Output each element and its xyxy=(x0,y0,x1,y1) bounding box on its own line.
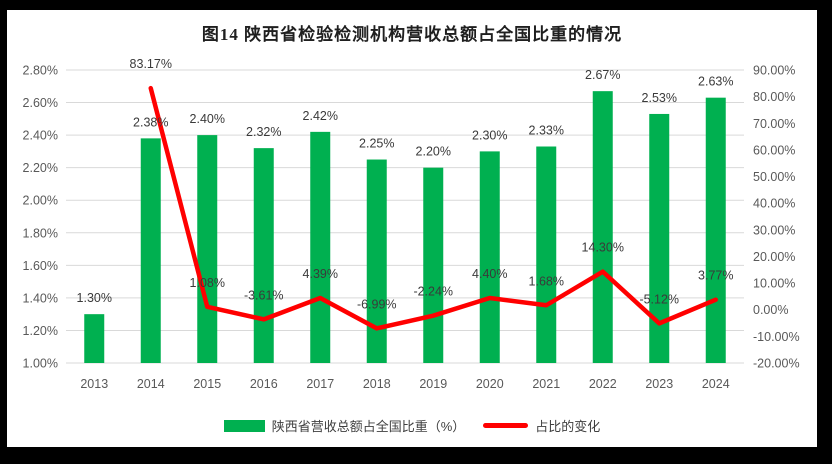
x-axis-label: 2019 xyxy=(419,377,447,391)
bar-2024 xyxy=(705,97,726,363)
bar-series-label: 陕西省营收总额占全国比重（%） xyxy=(271,419,466,434)
bar-data-label: 2.67% xyxy=(585,68,620,82)
x-axis-label: 2018 xyxy=(363,377,391,391)
bar-data-label: 2.40% xyxy=(190,112,225,126)
x-axis-label: 2023 xyxy=(645,377,673,391)
x-axis-label: 2022 xyxy=(589,377,617,391)
chart-title: 图14 陕西省检验检测机构营收总额占全国比重的情况 xyxy=(201,25,623,44)
bar-data-label: 2.42% xyxy=(303,109,338,123)
bar-2013 xyxy=(84,314,105,363)
left-axis-tick: 1.80% xyxy=(23,226,58,240)
line-data-label: 4.39% xyxy=(303,267,338,281)
chart-panel: 图14 陕西省检验检测机构营收总额占全国比重的情况 2.80% 2.60% 2.40… xyxy=(7,10,817,447)
right-axis-tick: 10.00% xyxy=(753,277,795,291)
x-axis-label: 2013 xyxy=(80,377,108,391)
line-data-label: -3.61% xyxy=(244,288,284,302)
left-axis-tick: 2.60% xyxy=(23,96,58,110)
line-data-label: 4.40% xyxy=(472,267,507,281)
x-axis-label: 2024 xyxy=(702,377,730,391)
left-axis-tick: 2.80% xyxy=(23,64,58,78)
bar-data-label: 2.30% xyxy=(472,128,507,142)
bar-2016 xyxy=(253,148,274,363)
x-axis-label: 2020 xyxy=(476,377,504,391)
left-axis-tick: 2.20% xyxy=(23,161,58,175)
bar-data-label: 1.30% xyxy=(77,291,112,305)
line-data-label: -2.24% xyxy=(413,285,453,299)
left-axis-tick: 2.40% xyxy=(23,129,58,143)
line-series-label: 占比的变化 xyxy=(535,419,601,434)
right-axis-tick: -10.00% xyxy=(753,330,800,344)
combo-chart: 2.80% 2.60% 2.40% 2.20% 2.00% 1.80% 1.60% 1.40%… xyxy=(23,57,800,391)
bar-2018 xyxy=(366,159,387,363)
right-axis-tick: 80.00% xyxy=(753,90,795,104)
left-axis-tick: 1.20% xyxy=(23,324,58,338)
line-data-label: 3.77% xyxy=(698,269,733,283)
bar-data-label: 2.63% xyxy=(698,75,733,89)
line-data-label: 1.68% xyxy=(529,274,564,288)
right-axis-tick: 20.00% xyxy=(753,250,795,264)
bar-2014 xyxy=(140,138,161,363)
bar-data-label: 2.20% xyxy=(416,145,451,159)
x-axis-label: 2021 xyxy=(532,377,560,391)
bar-data-label: 2.32% xyxy=(246,125,281,139)
line-data-label: 83.17% xyxy=(130,57,172,71)
left-axis-tick: 1.40% xyxy=(23,291,58,305)
bar-2023 xyxy=(649,113,670,363)
line-data-label: 1.08% xyxy=(190,276,225,290)
left-axis-tick: 2.00% xyxy=(23,194,58,208)
line-series-swatch-icon xyxy=(483,423,529,428)
line-data-label: 14.30% xyxy=(582,241,624,255)
right-axis-tick: 30.00% xyxy=(753,223,795,237)
right-axis-tick: 40.00% xyxy=(753,197,795,211)
chart-legend: 陕西省营收总额占全国比重（%） 占比的变化 xyxy=(7,416,817,435)
bar-series-swatch-icon xyxy=(223,419,265,432)
change-line xyxy=(148,85,718,331)
bar-2017 xyxy=(310,131,331,363)
left-axis-tick: 1.00% xyxy=(23,357,58,371)
right-axis-tick: -20.00% xyxy=(753,357,800,371)
legend-item-line-series: 占比的变化 xyxy=(483,416,600,435)
bar-2020 xyxy=(479,151,500,363)
legend-item-bar-series: 陕西省营收总额占全国比重（%） xyxy=(223,416,466,435)
x-axis-label: 2017 xyxy=(306,377,334,391)
right-axis-tick: 50.00% xyxy=(753,170,795,184)
bar-data-label: 2.25% xyxy=(359,137,394,151)
x-axis-label: 2014 xyxy=(137,377,165,391)
bar-2015 xyxy=(197,135,218,363)
bar-data-label: 2.33% xyxy=(529,124,564,138)
right-axis-tick: 0.00% xyxy=(753,303,788,317)
bar-2021 xyxy=(536,146,557,363)
right-axis-tick: 60.00% xyxy=(753,143,795,157)
right-axis-tick: 70.00% xyxy=(753,117,795,131)
x-axis-label: 2015 xyxy=(193,377,221,391)
bar-data-label: 2.53% xyxy=(642,91,677,105)
bar-data-label: 2.38% xyxy=(133,115,168,129)
bar-2019 xyxy=(423,167,444,363)
right-axis-tick: 90.00% xyxy=(753,64,795,78)
line-data-label: -5.12% xyxy=(639,292,679,306)
bar-2022 xyxy=(592,91,613,364)
left-axis-tick: 1.60% xyxy=(23,259,58,273)
line-data-label: -6.99% xyxy=(357,297,397,311)
x-axis-label: 2016 xyxy=(250,377,278,391)
